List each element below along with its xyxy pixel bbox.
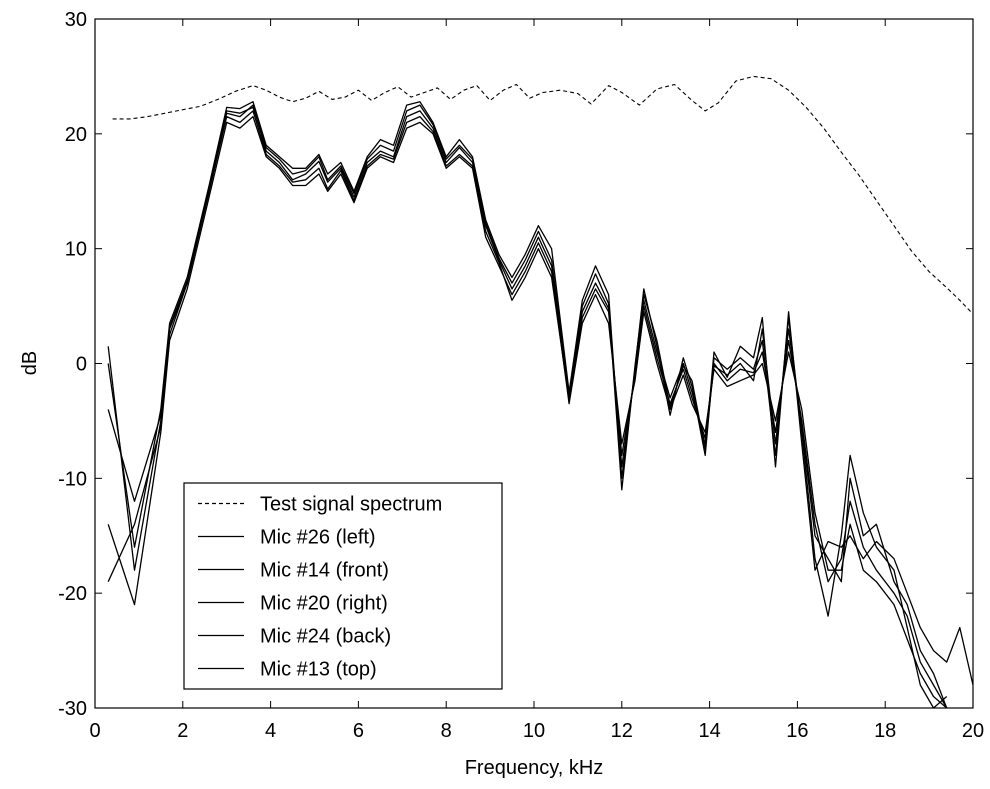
- x-tick-label: 6: [353, 720, 364, 742]
- y-tick-label: 20: [65, 124, 87, 146]
- y-tick-label: -20: [58, 583, 87, 605]
- x-tick-label: 14: [698, 720, 720, 742]
- series-line-6: [107, 104, 973, 686]
- x-axis-title: Frequency, kHz: [465, 757, 604, 779]
- legend-label-6: Mic #13 (top): [260, 659, 377, 681]
- x-tick-label: 4: [265, 720, 276, 742]
- x-tick-label: 18: [874, 720, 896, 742]
- series-line-1: [112, 75, 973, 315]
- y-tick-label: -10: [58, 468, 87, 490]
- x-tick-label: 12: [611, 720, 633, 742]
- series-line-5: [107, 110, 948, 708]
- y-tick-label: 0: [76, 354, 87, 376]
- legend-label-4: Mic #20 (right): [260, 593, 388, 615]
- legend: Test signal spectrum Mic #26 (left) Mic #1…: [183, 482, 503, 690]
- y-tick-label: 30: [65, 9, 87, 31]
- x-tick-label: 10: [523, 720, 545, 742]
- ticks-layer: 0 2 4 6 8 10 12 14 16 18 20 30 20 10 0 -10 -20 -30: [58, 9, 984, 742]
- x-tick-label: 8: [441, 720, 452, 742]
- y-axis-title: dB: [19, 351, 41, 375]
- legend-box: [183, 482, 503, 690]
- series-line-3: [107, 101, 948, 708]
- y-tick-label: -30: [58, 698, 87, 720]
- x-tick-label: 2: [177, 720, 188, 742]
- y-tick-label: 10: [65, 239, 87, 261]
- x-tick-label: 20: [962, 720, 984, 742]
- x-tick-label: 16: [786, 720, 808, 742]
- legend-label-1: Test signal spectrum: [260, 494, 442, 516]
- legend-label-3: Mic #14 (front): [260, 560, 389, 582]
- series-line-4: [107, 115, 948, 708]
- legend-label-2: Mic #26 (left): [260, 527, 376, 549]
- x-tick-label: 0: [89, 720, 100, 742]
- series-line-2: [107, 104, 948, 708]
- series-layer: [107, 75, 973, 708]
- legend-label-5: Mic #24 (back): [260, 626, 391, 648]
